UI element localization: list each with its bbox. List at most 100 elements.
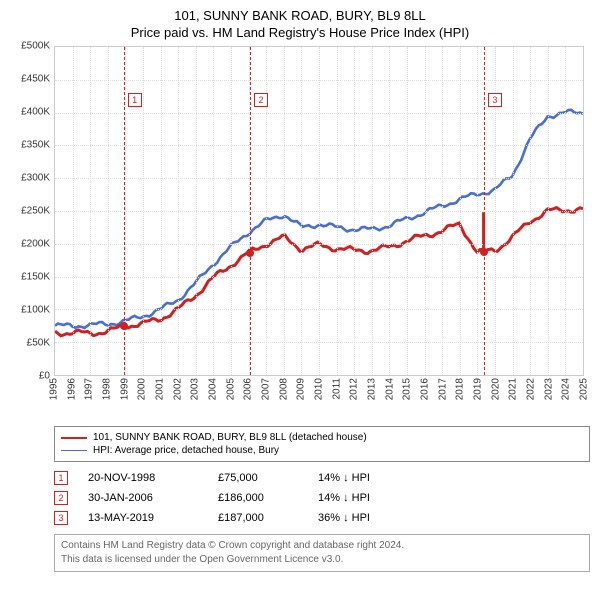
gridline-vertical	[319, 47, 320, 375]
x-tick-label: 2022	[526, 378, 537, 400]
x-tick-label: 2008	[278, 378, 289, 400]
legend-swatch	[61, 450, 87, 451]
gridline-vertical	[565, 47, 566, 375]
plot-area: 1 2 3	[54, 46, 584, 376]
y-tick-label: £450K	[21, 74, 50, 85]
x-tick-label: 2006	[243, 378, 254, 400]
gridline-vertical	[196, 47, 197, 375]
x-tick-label: 2004	[208, 378, 219, 400]
gridline-vertical	[284, 47, 285, 375]
gridline-vertical	[161, 47, 162, 375]
x-tick-label: 1995	[49, 378, 60, 400]
footer-line2: This data is licensed under the Open Gov…	[61, 553, 583, 567]
chart-area: £0£50K£100K£150K£200K£250K£300K£350K£400…	[54, 46, 584, 416]
gridline-vertical	[213, 47, 214, 375]
legend-label: HPI: Average price, detached house, Bury	[93, 445, 279, 456]
gridline-vertical	[301, 47, 302, 375]
legend-label: 101, SUNNY BANK ROAD, BURY, BL9 8LL (det…	[93, 432, 367, 443]
gridline-vertical	[108, 47, 109, 375]
sales-list: 1 20-NOV-1998 £75,000 14% ↓ HPI 2 30-JAN-2006…	[54, 468, 590, 528]
gridline-vertical	[477, 47, 478, 375]
x-tick-label: 2018	[455, 378, 466, 400]
sale-row-date: 13-MAY-2019	[88, 512, 198, 524]
x-tick-label: 2015	[402, 378, 413, 400]
title-sub: Price paid vs. HM Land Registry's House …	[10, 25, 590, 40]
y-tick-label: £300K	[21, 173, 50, 184]
x-tick-label: 2024	[561, 378, 572, 400]
x-tick-label: 2000	[137, 378, 148, 400]
sale-dot	[246, 249, 254, 257]
y-tick-label: £50K	[27, 338, 50, 349]
y-tick-label: £200K	[21, 239, 50, 250]
gridline-vertical	[372, 47, 373, 375]
y-tick-label: £250K	[21, 206, 50, 217]
sale-row-price: £75,000	[218, 472, 298, 484]
x-tick-label: 2017	[437, 378, 448, 400]
y-tick-label: £100K	[21, 305, 50, 316]
gridline-vertical	[337, 47, 338, 375]
sale-row: 313-MAY-2019£187,00036% ↓ HPI	[54, 508, 590, 528]
x-tick-label: 2002	[172, 378, 183, 400]
legend-row: HPI: Average price, detached house, Bury	[61, 444, 583, 457]
gridline-vertical	[178, 47, 179, 375]
x-tick-label: 2012	[349, 378, 360, 400]
gridline-vertical	[460, 47, 461, 375]
sale-dot	[480, 248, 488, 256]
gridline-vertical	[143, 47, 144, 375]
sale-dot	[120, 322, 128, 330]
sale-marker-box: 3	[488, 93, 502, 107]
title-block: 101, SUNNY BANK ROAD, BURY, BL9 8LL Pric…	[10, 8, 590, 40]
x-tick-label: 2023	[543, 378, 554, 400]
x-tick-label: 2001	[155, 378, 166, 400]
sale-row-price: £186,000	[218, 492, 298, 504]
y-tick-label: £400K	[21, 107, 50, 118]
x-axis: 1995199619971998199920002001200220032004…	[54, 376, 584, 416]
y-tick-label: £150K	[21, 272, 50, 283]
y-tick-label: £500K	[21, 41, 50, 52]
sale-row-diff: 36% ↓ HPI	[318, 512, 590, 524]
x-tick-label: 2010	[314, 378, 325, 400]
sale-row-date: 30-JAN-2006	[88, 492, 198, 504]
chart-container: 101, SUNNY BANK ROAD, BURY, BL9 8LL Pric…	[0, 0, 600, 582]
x-tick-label: 1998	[102, 378, 113, 400]
gridline-vertical	[425, 47, 426, 375]
sale-row-number: 1	[54, 471, 68, 485]
x-tick-label: 2014	[384, 378, 395, 400]
gridline-vertical	[530, 47, 531, 375]
x-tick-label: 2011	[331, 378, 342, 400]
gridline-vertical	[354, 47, 355, 375]
sale-row-diff: 14% ↓ HPI	[318, 492, 590, 504]
sale-row: 2 30-JAN-2006 £186,000 14% ↓ HPI	[54, 488, 590, 508]
x-tick-label: 2005	[225, 378, 236, 400]
sale-marker-box: 1	[128, 93, 142, 107]
gridline-vertical	[73, 47, 74, 375]
x-tick-label: 2016	[420, 378, 431, 400]
title-main: 101, SUNNY BANK ROAD, BURY, BL9 8LL	[10, 8, 590, 23]
sale-row-number: 2	[54, 491, 68, 505]
x-tick-label: 2020	[490, 378, 501, 400]
x-tick-label: 2013	[367, 378, 378, 400]
x-tick-label: 2019	[473, 378, 484, 400]
sale-row-date: 20-NOV-1998	[88, 472, 198, 484]
footer-line1: Contains HM Land Registry data © Crown c…	[61, 539, 583, 553]
gridline-vertical	[513, 47, 514, 375]
legend-row: 101, SUNNY BANK ROAD, BURY, BL9 8LL (det…	[61, 431, 583, 444]
gridline-vertical	[407, 47, 408, 375]
legend-swatch	[61, 437, 87, 439]
x-tick-label: 2009	[296, 378, 307, 400]
gridline-vertical	[548, 47, 549, 375]
sale-row: 1 20-NOV-1998 £75,000 14% ↓ HPI	[54, 468, 590, 488]
x-tick-label: 1997	[84, 378, 95, 400]
x-tick-label: 2021	[508, 378, 519, 400]
gridline-vertical	[389, 47, 390, 375]
legend: 101, SUNNY BANK ROAD, BURY, BL9 8LL (det…	[54, 426, 590, 462]
sale-marker-line	[250, 47, 251, 375]
y-tick-label: £350K	[21, 140, 50, 151]
sale-row-number: 3	[54, 511, 68, 525]
y-axis: £0£50K£100K£150K£200K£250K£300K£350K£400…	[10, 46, 52, 376]
x-tick-label: 1996	[66, 378, 77, 400]
sale-marker-box: 2	[254, 93, 268, 107]
x-tick-label: 1999	[119, 378, 130, 400]
sale-row-diff: 14% ↓ HPI	[318, 472, 590, 484]
footer: Contains HM Land Registry data © Crown c…	[54, 534, 590, 572]
